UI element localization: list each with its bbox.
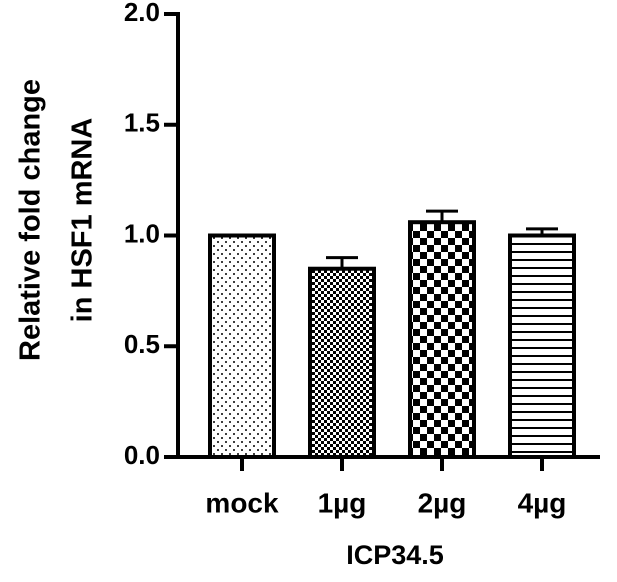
y-tick-label: 2.0 [124,0,160,27]
x-tick-label: 1µg [318,487,367,518]
bar [408,220,476,459]
bar [508,233,576,459]
x-axis-title: ICP34.5 [346,540,444,570]
x-tick-label: 2µg [418,487,467,518]
x-tick-label: 4µg [518,487,567,518]
bar [208,233,276,459]
y-axis-title: Relative fold change [15,79,47,361]
y-tick-label: 1.5 [124,108,160,138]
y-axis-title: in HSF1 mRNA [67,118,99,323]
y-tick-label: 0.5 [124,329,160,359]
y-tick-label: 0.0 [124,440,160,470]
y-tick-label: 1.0 [124,218,160,248]
bar [308,266,376,459]
x-tick-label: mock [205,487,279,518]
